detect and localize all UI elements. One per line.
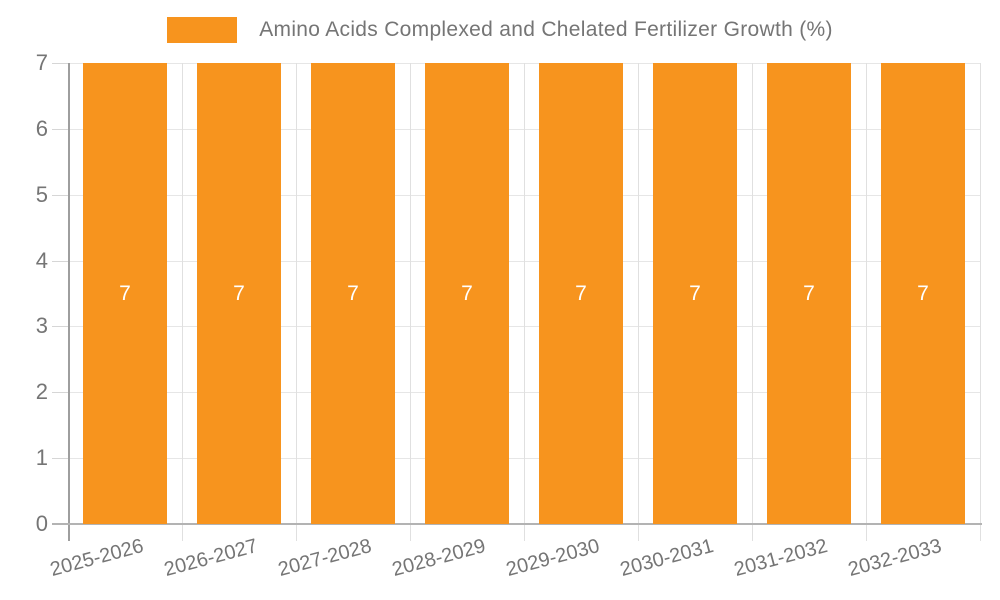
bar-value-label: 7 — [119, 281, 131, 305]
y-tick — [52, 129, 68, 130]
y-tick-label: 4 — [35, 248, 48, 273]
y-tick — [52, 63, 68, 64]
bar-2031-2032[interactable]: 7 — [767, 63, 851, 524]
bar-value-label: 7 — [233, 281, 245, 305]
legend-swatch-icon — [167, 17, 238, 43]
y-tick-label: 1 — [35, 445, 48, 470]
bar-value-label: 7 — [347, 281, 359, 305]
bar-2026-2027[interactable]: 7 — [197, 63, 281, 524]
v-gridline — [410, 63, 411, 541]
bar-2028-2029[interactable]: 7 — [425, 63, 509, 524]
y-tick — [52, 195, 68, 196]
chart-legend[interactable]: Amino Acids Complexed and Chelated Ferti… — [0, 14, 1000, 46]
y-tick — [52, 261, 68, 262]
y-tick-label: 7 — [35, 50, 48, 75]
y-axis-line — [68, 63, 70, 541]
v-gridline — [296, 63, 297, 541]
y-tick-label: 0 — [35, 511, 48, 536]
bar-value-label: 7 — [803, 281, 815, 305]
legend-label: Amino Acids Complexed and Chelated Ferti… — [259, 18, 833, 41]
bar-2027-2028[interactable]: 7 — [311, 63, 395, 524]
y-tick — [52, 458, 68, 459]
bar-value-label: 7 — [917, 281, 929, 305]
bar-2029-2030[interactable]: 7 — [539, 63, 623, 524]
y-tick-label: 5 — [35, 182, 48, 207]
v-gridline — [980, 63, 981, 541]
v-gridline — [866, 63, 867, 541]
x-axis-line — [52, 523, 982, 525]
bar-2032-2033[interactable]: 7 — [881, 63, 965, 524]
v-gridline — [638, 63, 639, 541]
y-tick-label: 3 — [35, 313, 48, 338]
v-gridline — [182, 63, 183, 541]
y-tick — [52, 326, 68, 327]
y-tick-label: 6 — [35, 116, 48, 141]
v-gridline — [752, 63, 753, 541]
y-tick — [52, 392, 68, 393]
bar-2030-2031[interactable]: 7 — [653, 63, 737, 524]
bar-value-label: 7 — [461, 281, 473, 305]
bar-2025-2026[interactable]: 7 — [83, 63, 167, 524]
bar-value-label: 7 — [689, 281, 701, 305]
bar-value-label: 7 — [575, 281, 587, 305]
v-gridline — [524, 63, 525, 541]
y-tick-label: 2 — [35, 379, 48, 404]
